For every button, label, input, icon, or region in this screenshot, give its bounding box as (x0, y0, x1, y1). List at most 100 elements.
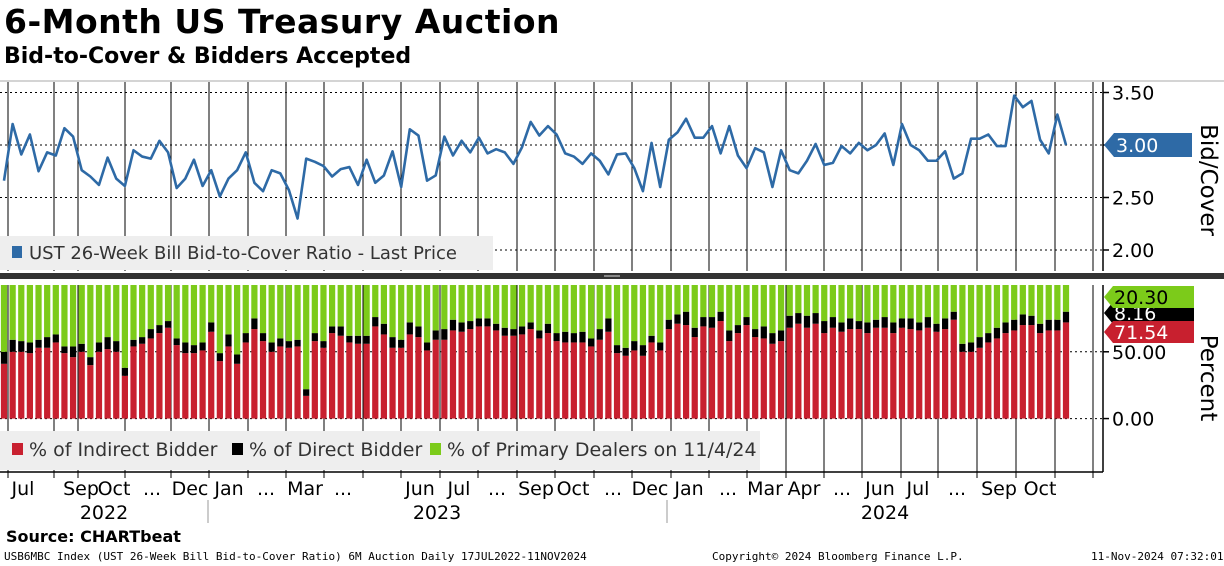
bar-direct (838, 322, 845, 332)
bar-indirect (769, 343, 776, 419)
bar-indirect (933, 331, 940, 419)
bar-primary (35, 285, 42, 340)
last-value-primary-tag (1104, 286, 1194, 308)
legend-swatch-bid-to-cover (12, 246, 22, 258)
bar-direct (959, 343, 966, 352)
bar-direct (708, 317, 716, 328)
bar-primary (380, 285, 388, 324)
last-value-primary-label: 20.30 (1114, 287, 1168, 309)
bar-direct (346, 335, 353, 343)
bar-indirect (458, 331, 465, 419)
bar-direct (78, 343, 85, 352)
bar-primary (933, 285, 940, 324)
bar-primary (734, 285, 742, 326)
bar-indirect (976, 347, 983, 419)
bar-primary (78, 285, 85, 344)
bar-indirect (182, 353, 189, 419)
bar-primary (562, 285, 569, 332)
bar-primary (812, 285, 819, 314)
bar-primary (398, 285, 405, 340)
bar-primary (320, 285, 327, 342)
bar-primary (242, 285, 249, 334)
bar-indirect (380, 334, 388, 419)
bar-direct (510, 329, 517, 336)
bar-direct (208, 322, 215, 332)
bar-primary (743, 285, 750, 318)
bar-indirect (803, 327, 811, 419)
bar-indirect (294, 346, 301, 419)
divider-handle (604, 275, 620, 277)
bar-primary (225, 285, 232, 335)
bar-indirect (0, 363, 8, 419)
x-tick-label: Dec (632, 478, 669, 500)
bar-direct (303, 389, 310, 396)
bar-indirect (242, 342, 249, 419)
bar-primary (821, 285, 828, 322)
bar-direct (216, 353, 223, 362)
x-tick-label: Dec (172, 478, 209, 500)
x-tick-label: ... (143, 478, 161, 500)
bar-indirect (363, 343, 370, 419)
bar-direct (993, 327, 1001, 339)
legend-swatch-direct (232, 443, 243, 455)
x-tick-label: Jun (404, 478, 435, 500)
bar-primary (251, 285, 258, 319)
bar-direct (467, 321, 474, 330)
bar-direct (942, 318, 949, 330)
bar-indirect (26, 353, 34, 419)
x-tick-label: Jan (213, 478, 243, 500)
bar-indirect (847, 329, 854, 419)
bar-direct (9, 339, 16, 352)
bar-primary (173, 285, 180, 339)
bar-indirect (786, 327, 793, 419)
bar-indirect (1002, 333, 1009, 419)
bar-indirect (173, 345, 180, 419)
bar-direct (242, 333, 249, 343)
legend-box (0, 236, 493, 270)
bar-primary (277, 285, 284, 339)
bar-primary (389, 285, 396, 338)
bar-indirect (691, 337, 698, 419)
last-value-indirect-tag (1104, 321, 1194, 343)
bar-indirect (579, 342, 586, 419)
bar-primary (484, 285, 491, 319)
bar-direct (104, 337, 111, 350)
bar-direct (432, 330, 439, 340)
bar-primary (553, 285, 560, 334)
bar-primary (475, 285, 482, 319)
bar-indirect (657, 350, 664, 419)
bar-direct (26, 342, 34, 354)
bar-indirect (536, 338, 543, 419)
bar-direct (225, 334, 232, 347)
bar-direct (872, 319, 880, 328)
bar-indirect (398, 347, 405, 419)
bar-primary (976, 285, 983, 338)
bar-primary (354, 285, 362, 336)
bar-direct (786, 315, 793, 328)
chart-subtitle: Bid-to-Cover & Bidders Accepted (4, 44, 412, 69)
bar-primary (337, 285, 344, 327)
bar-primary (216, 285, 223, 354)
bar-primary (432, 285, 439, 331)
bar-indirect (726, 341, 733, 419)
bar-indirect (259, 341, 267, 419)
y-axis-title: Bid/Cover (1195, 124, 1221, 236)
bar-primary (208, 285, 215, 323)
bar-primary (156, 285, 163, 326)
x-tick-label: Jul (11, 478, 35, 500)
x-tick-label: Mar (287, 478, 323, 500)
bar-direct (493, 323, 500, 331)
bar-direct (596, 329, 603, 340)
bar-indirect (717, 321, 724, 419)
bar-indirect (1045, 330, 1052, 419)
bar-primary (199, 285, 206, 343)
bar-primary (139, 285, 146, 338)
x-tick-label: ... (334, 478, 352, 500)
bar-primary (311, 285, 318, 334)
x-tick-label: Jul (906, 478, 930, 500)
bar-indirect (87, 365, 94, 419)
bar-indirect (328, 333, 336, 419)
last-value-label: 3.00 (1116, 135, 1158, 157)
bar-primary (682, 285, 690, 312)
bar-direct (648, 335, 655, 343)
